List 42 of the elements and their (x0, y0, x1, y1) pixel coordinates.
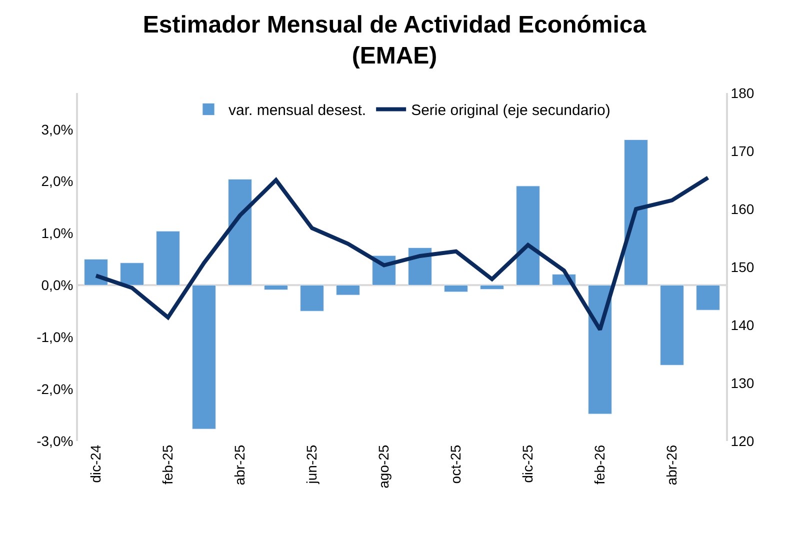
y2-tick-label: 140 (730, 316, 754, 333)
legend-label: var. mensual desest. (228, 102, 366, 120)
y-tick-label: 0,0% (41, 277, 74, 294)
x-tick-label: feb-25 (160, 444, 176, 485)
y-tick-label: -2,0% (36, 380, 74, 397)
bar (228, 178, 252, 286)
bar (588, 284, 612, 414)
x-tick-label: abr-25 (232, 444, 248, 486)
bar (192, 284, 216, 430)
bar (660, 284, 684, 366)
legend-label: Serie original (eje secundario) (411, 102, 610, 120)
line-series (94, 176, 710, 332)
x-tick-label: oct-25 (448, 444, 464, 484)
bar (624, 140, 648, 286)
y2-tick-label: 160 (730, 200, 754, 217)
x-tick-label: abr-26 (664, 444, 680, 486)
y-tick-label: -3,0% (36, 432, 74, 449)
x-tick-label: ago-25 (376, 444, 392, 488)
bar (696, 284, 720, 310)
bar (516, 186, 540, 286)
y2-tick-label: 180 (730, 84, 754, 101)
x-tick-label: dic-24 (88, 444, 104, 483)
x-tick-label: dic-25 (520, 444, 536, 483)
bar (156, 230, 180, 286)
x-tick-label: feb-26 (592, 444, 608, 485)
bar (480, 284, 504, 290)
chart-title: Estimador Mensual de Actividad Económica (EMAE) (142, 12, 647, 70)
bar (264, 284, 288, 290)
y2-tick-label: 130 (730, 374, 754, 391)
y-tick-label: 1,0% (41, 225, 74, 242)
bar (120, 262, 144, 286)
bar (444, 284, 468, 292)
x-tick-label: jun-25 (304, 444, 320, 485)
y2-tick-label: 120 (730, 432, 754, 449)
bar (336, 284, 360, 296)
bar (300, 284, 324, 312)
y-tick-label: 3,0% (41, 121, 74, 138)
y-tick-label: 2,0% (41, 173, 74, 190)
y-tick-label: -1,0% (36, 329, 74, 346)
y2-tick-label: 170 (730, 142, 754, 159)
bar (84, 258, 108, 286)
y2-tick-label: 150 (730, 258, 754, 275)
